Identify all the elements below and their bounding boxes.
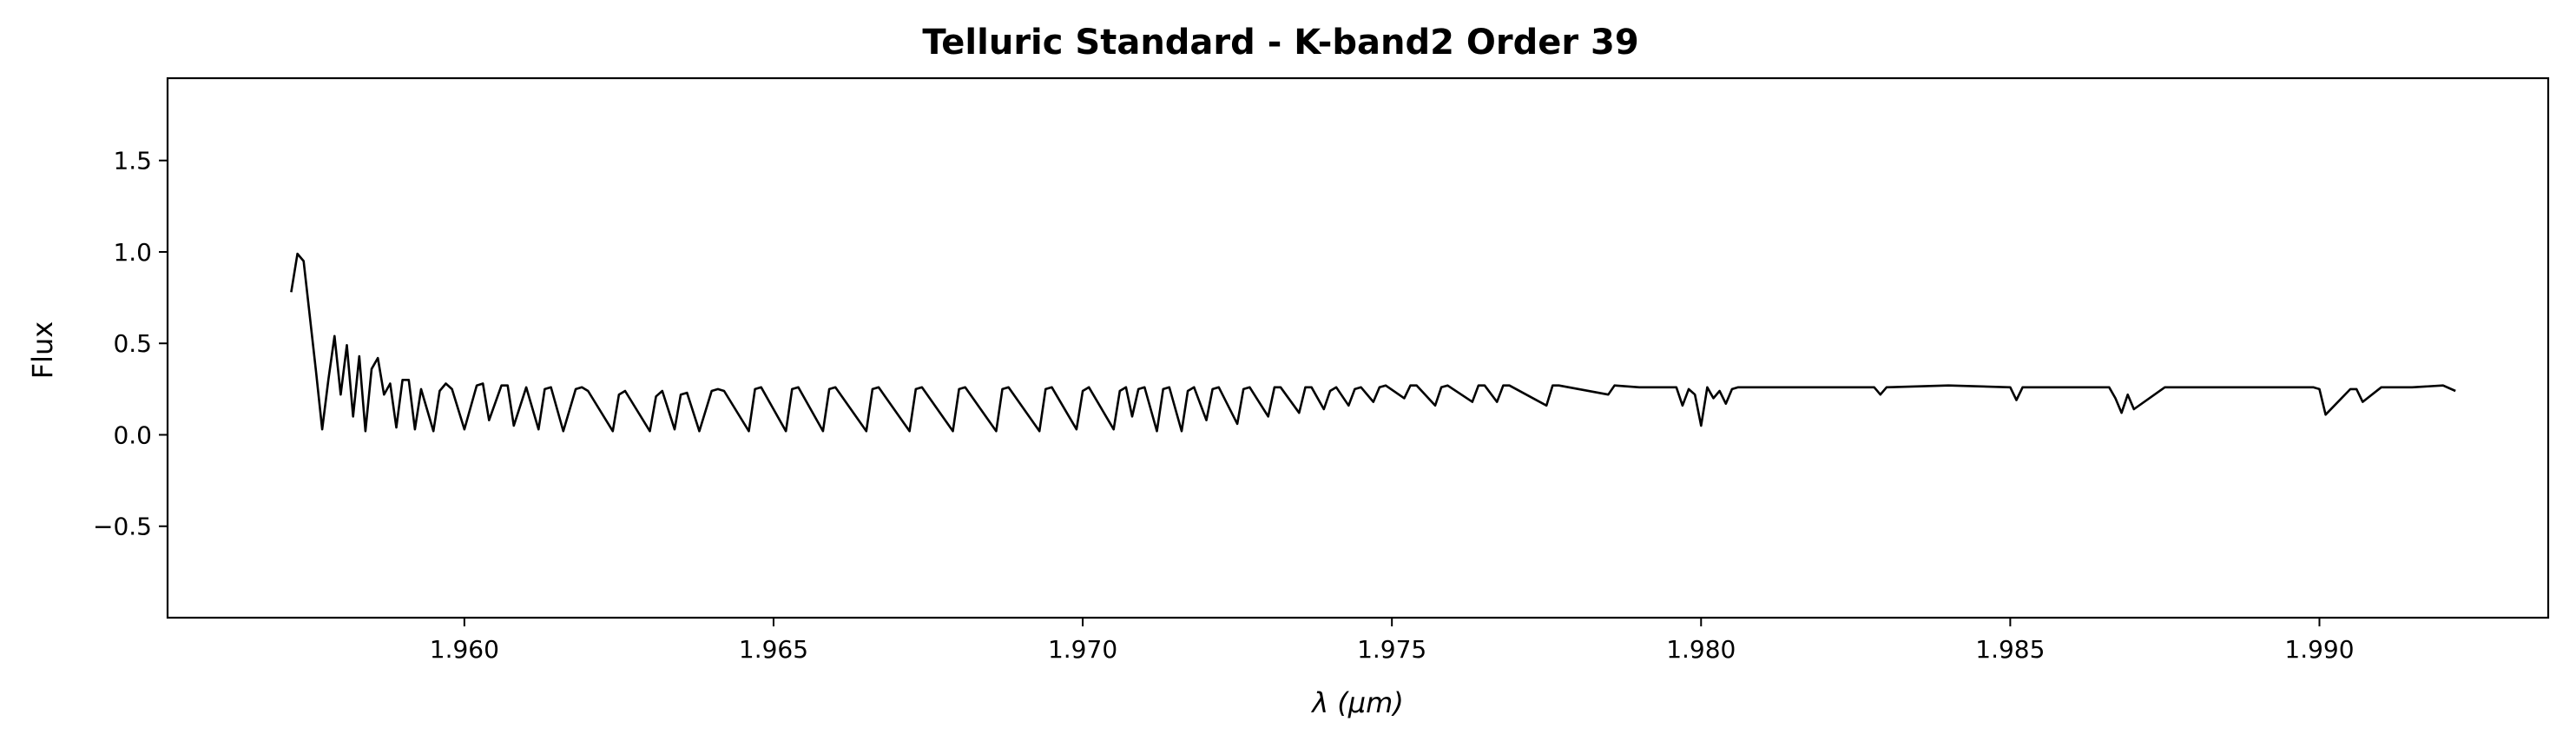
y-tick-label: 0.5 [113, 329, 152, 358]
x-tick-label: 1.990 [2284, 635, 2354, 664]
chart-title: Telluric Standard - K-band2 Order 39 [922, 23, 1638, 63]
plot-area [166, 76, 2550, 619]
spectrum-line [290, 252, 2456, 433]
x-tick-label: 1.975 [1357, 635, 1426, 664]
x-tick-label: 1.960 [430, 635, 499, 664]
y-tick-label: 1.0 [113, 238, 152, 267]
x-tick-label: 1.985 [1975, 635, 2045, 664]
y-tick-label: 0.0 [113, 420, 152, 449]
y-tick-label: −0.5 [93, 513, 152, 541]
x-tick-label: 1.965 [739, 635, 808, 664]
x-tick-label: 1.980 [1666, 635, 1736, 664]
y-axis-label: Flux [26, 321, 59, 380]
x-tick-label: 1.970 [1048, 635, 1117, 664]
plot-frame [166, 76, 2550, 619]
y-axis: −0.5 0.0 0.5 1.0 1.5 [93, 147, 168, 541]
y-tick-label: 1.5 [113, 147, 152, 175]
x-axis-label: λ (μm) [1310, 686, 1404, 719]
x-axis: 1.960 1.965 1.970 1.975 1.980 1.985 1.990 [430, 618, 2355, 664]
